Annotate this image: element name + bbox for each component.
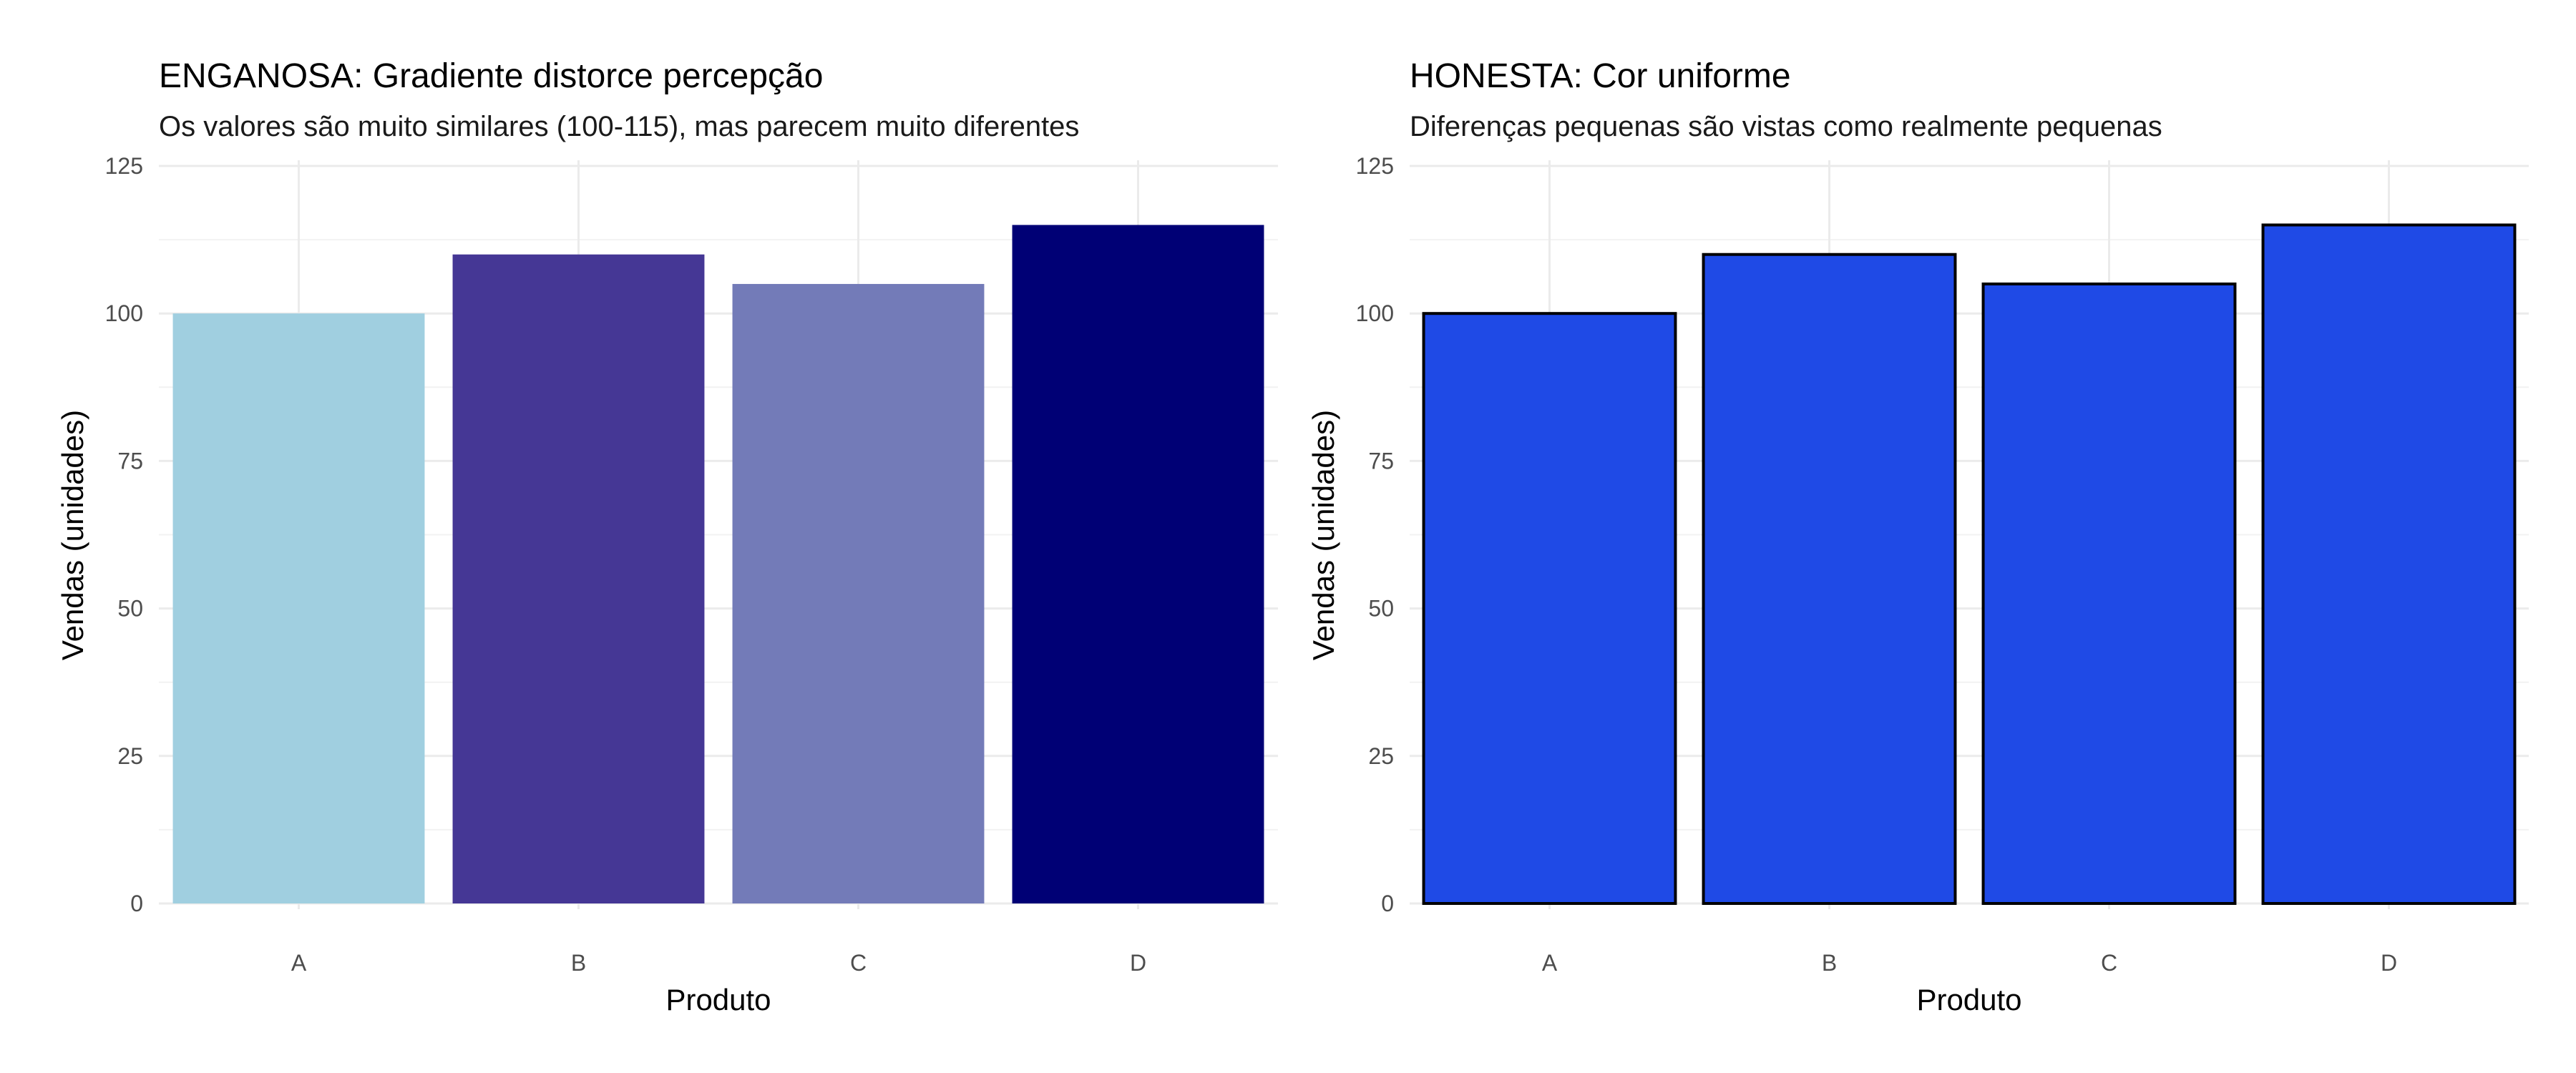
y-tick-label: 0 xyxy=(1381,891,1394,916)
bar-b xyxy=(1702,253,1957,906)
y-axis-title: Vendas (unidades) xyxy=(1307,410,1340,660)
x-tick-label: C xyxy=(2101,950,2117,976)
y-tick-label: 100 xyxy=(105,300,143,326)
chart-panel-enganosa: ENGANOSA: Gradiente distorce percepção O… xyxy=(56,57,1278,1016)
y-tick-label: 50 xyxy=(1368,596,1394,622)
chart-subtitle: Os valores são muito similares (100-115)… xyxy=(159,111,1079,142)
bar-a xyxy=(172,313,425,903)
bar-d xyxy=(1012,225,1264,904)
chart-title: HONESTA: Cor uniforme xyxy=(1410,57,1791,95)
x-axis-title: Produto xyxy=(665,983,771,1016)
y-tick-label: 25 xyxy=(1368,743,1394,769)
x-tick-label: A xyxy=(1542,950,1558,976)
bar-d xyxy=(2261,223,2517,906)
x-tick-label: A xyxy=(291,950,307,976)
bar-b xyxy=(452,254,705,904)
x-axis-title: Produto xyxy=(1916,983,2021,1016)
bar-c xyxy=(732,283,985,904)
bar-c xyxy=(1981,282,2237,905)
x-tick-label: B xyxy=(571,950,586,976)
y-tick-label: 75 xyxy=(1368,448,1394,474)
y-tick-label: 25 xyxy=(117,743,143,769)
y-tick-label: 0 xyxy=(130,891,143,916)
y-tick-label: 125 xyxy=(1356,153,1394,179)
chart-subtitle: Diferenças pequenas são vistas como real… xyxy=(1410,111,2162,142)
bar-a xyxy=(1422,312,1677,905)
x-tick-label: D xyxy=(2381,950,2397,976)
chart-title: ENGANOSA: Gradiente distorce percepção xyxy=(159,57,823,95)
x-tick-label: C xyxy=(850,950,867,976)
y-tick-label: 50 xyxy=(117,596,143,622)
x-tick-label: D xyxy=(1130,950,1146,976)
y-tick-label: 75 xyxy=(117,448,143,474)
chart-panel-honesta: HONESTA: Cor uniforme Diferenças pequena… xyxy=(1307,57,2529,1016)
y-axis-title: Vendas (unidades) xyxy=(56,410,89,660)
y-tick-label: 100 xyxy=(1356,300,1394,326)
y-tick-label: 125 xyxy=(105,153,143,179)
x-tick-label: B xyxy=(1822,950,1837,976)
